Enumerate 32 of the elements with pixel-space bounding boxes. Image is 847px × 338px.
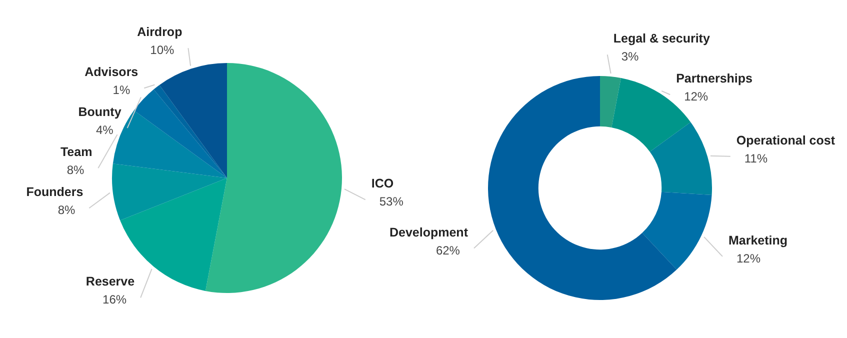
data-label: 8% bbox=[66, 163, 85, 178]
donut-slice bbox=[650, 122, 712, 196]
slice-label: Advisors bbox=[84, 65, 138, 80]
donut-slice bbox=[642, 192, 712, 270]
pie-slice bbox=[134, 89, 227, 178]
donut-slice bbox=[600, 76, 621, 128]
data-label: 53% bbox=[379, 194, 404, 209]
data-label: 11% bbox=[744, 151, 768, 166]
donut-slice bbox=[488, 76, 677, 300]
data-label: 62% bbox=[436, 243, 460, 258]
slice-label: Legal & security bbox=[613, 32, 710, 46]
slice-label: Reserve bbox=[86, 274, 135, 289]
data-label: 8% bbox=[58, 203, 76, 218]
slice-label: Operational cost bbox=[736, 133, 836, 148]
slice-label: Bounty bbox=[78, 105, 122, 120]
slice-label: Airdrop bbox=[137, 25, 183, 40]
slice-label: ICO bbox=[371, 176, 394, 191]
slice-label: Marketing bbox=[728, 233, 788, 248]
data-label: 12% bbox=[736, 251, 761, 266]
slice-label: Founders bbox=[26, 185, 84, 200]
pie-slice bbox=[205, 63, 342, 293]
pie-slice bbox=[159, 63, 227, 178]
data-label: 16% bbox=[102, 292, 127, 307]
slice-label: Partnerships bbox=[676, 72, 753, 86]
data-label: 3% bbox=[621, 50, 640, 64]
pie-slice bbox=[112, 164, 227, 220]
slice-label: Team bbox=[60, 145, 92, 160]
data-label: 12% bbox=[684, 90, 708, 104]
data-label: 4% bbox=[96, 123, 114, 138]
data-label: 10% bbox=[150, 43, 175, 58]
data-label: 1% bbox=[112, 83, 130, 98]
slice-label: Development bbox=[389, 225, 469, 240]
